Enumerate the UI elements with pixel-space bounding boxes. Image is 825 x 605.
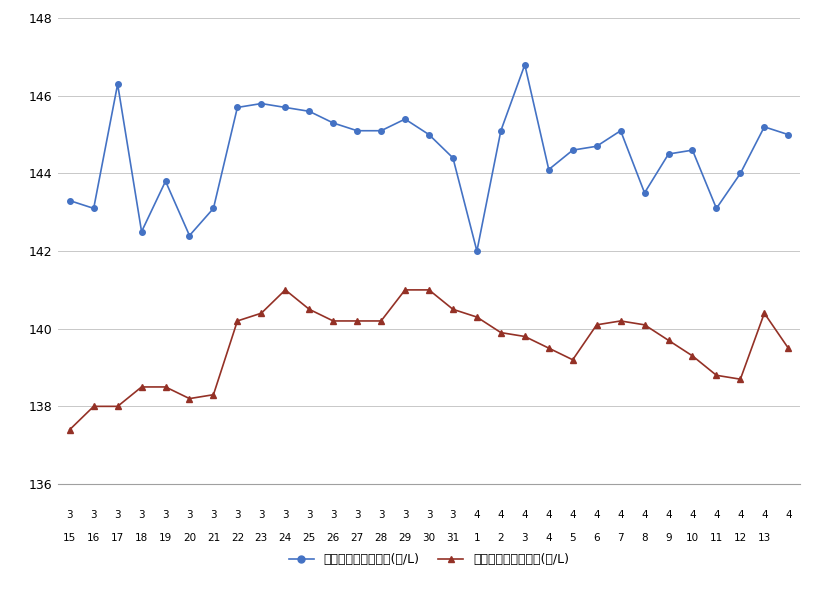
Text: 16: 16 [87, 533, 101, 543]
Text: 17: 17 [111, 533, 125, 543]
Text: 4: 4 [617, 509, 624, 520]
Text: 8: 8 [641, 533, 648, 543]
Text: 2: 2 [497, 533, 504, 543]
Text: 4: 4 [474, 509, 480, 520]
Text: 3: 3 [210, 509, 217, 520]
Text: 22: 22 [231, 533, 244, 543]
Text: 3: 3 [282, 509, 289, 520]
Text: 20: 20 [183, 533, 196, 543]
Text: 3: 3 [67, 509, 73, 520]
Text: 4: 4 [569, 509, 576, 520]
Text: 19: 19 [159, 533, 172, 543]
Text: 3: 3 [234, 509, 241, 520]
Text: 12: 12 [733, 533, 747, 543]
Text: 3: 3 [402, 509, 408, 520]
Text: 3: 3 [521, 533, 528, 543]
Text: 7: 7 [617, 533, 624, 543]
Text: 4: 4 [497, 509, 504, 520]
Text: 3: 3 [306, 509, 313, 520]
Text: 3: 3 [378, 509, 384, 520]
Text: 4: 4 [593, 509, 600, 520]
Text: 31: 31 [446, 533, 460, 543]
Text: 3: 3 [354, 509, 361, 520]
Text: 4: 4 [545, 533, 552, 543]
Text: 28: 28 [375, 533, 388, 543]
Text: 3: 3 [258, 509, 265, 520]
Text: 21: 21 [207, 533, 220, 543]
Text: 5: 5 [569, 533, 576, 543]
Text: 24: 24 [279, 533, 292, 543]
Text: 29: 29 [398, 533, 412, 543]
Text: 26: 26 [327, 533, 340, 543]
Text: 4: 4 [665, 509, 672, 520]
Text: 4: 4 [545, 509, 552, 520]
Text: 23: 23 [255, 533, 268, 543]
Text: 18: 18 [135, 533, 148, 543]
Text: 6: 6 [593, 533, 600, 543]
Text: 13: 13 [757, 533, 771, 543]
Text: 4: 4 [521, 509, 528, 520]
Text: 3: 3 [426, 509, 432, 520]
Text: 30: 30 [422, 533, 436, 543]
Text: 10: 10 [686, 533, 699, 543]
Text: 4: 4 [641, 509, 648, 520]
Text: 1: 1 [474, 533, 480, 543]
Text: 3: 3 [139, 509, 145, 520]
Text: 4: 4 [737, 509, 743, 520]
Text: 3: 3 [115, 509, 121, 520]
Text: 3: 3 [330, 509, 337, 520]
Legend: レギュラー看板価格(円/L), レギュラー実売価格(円/L): レギュラー看板価格(円/L), レギュラー実売価格(円/L) [284, 548, 574, 571]
Text: 11: 11 [710, 533, 723, 543]
Text: 4: 4 [713, 509, 719, 520]
Text: 27: 27 [351, 533, 364, 543]
Text: 3: 3 [186, 509, 193, 520]
Text: 15: 15 [63, 533, 77, 543]
Text: 4: 4 [761, 509, 767, 520]
Text: 3: 3 [91, 509, 97, 520]
Text: 3: 3 [163, 509, 169, 520]
Text: 9: 9 [665, 533, 672, 543]
Text: 4: 4 [785, 509, 791, 520]
Text: 25: 25 [303, 533, 316, 543]
Text: 3: 3 [450, 509, 456, 520]
Text: 4: 4 [689, 509, 695, 520]
